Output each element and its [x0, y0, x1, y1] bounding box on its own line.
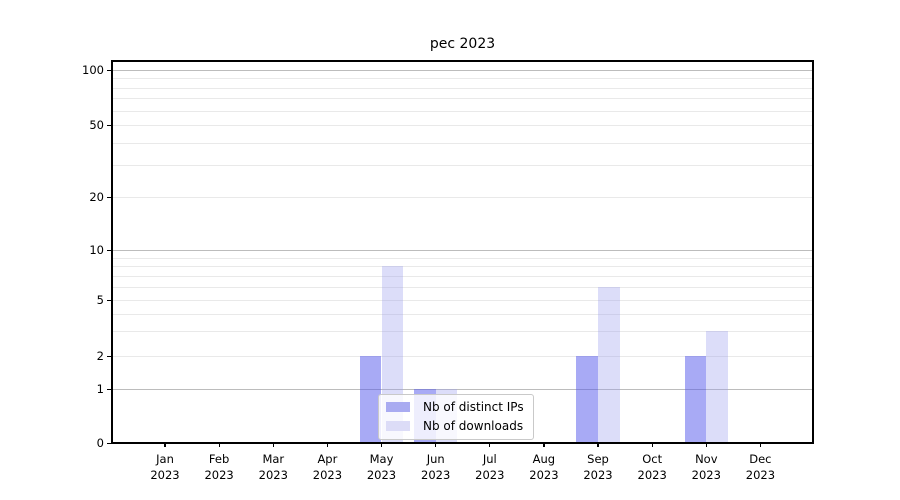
x-tick-label: Jul 2023 — [475, 452, 505, 482]
legend-swatch-downloads — [386, 421, 410, 431]
gridline-minor — [112, 110, 813, 112]
gridline-minor — [112, 125, 813, 126]
bar-downloads-sep — [598, 286, 620, 443]
x-tick-label: Apr 2023 — [312, 452, 343, 482]
gridline-minor — [112, 197, 813, 198]
gridline-minor — [112, 286, 813, 288]
x-tick-mark — [759, 443, 762, 447]
gridline-minor — [112, 165, 813, 167]
gridline-major — [112, 70, 813, 71]
x-tick-mark — [380, 443, 383, 447]
gridline-minor — [112, 87, 813, 89]
y-tick-label: 20 — [89, 190, 104, 204]
gridline-minor — [112, 313, 813, 315]
x-tick-label: Jan 2023 — [150, 452, 180, 482]
y-tick-label: 0 — [96, 436, 104, 450]
y-tick-label: 1 — [96, 382, 104, 396]
bar-distinct-ips-sep — [576, 356, 598, 443]
x-tick-mark — [435, 443, 437, 447]
gridline-major — [112, 250, 813, 251]
gridline-minor — [112, 257, 813, 259]
x-tick-label: Dec 2023 — [745, 452, 776, 482]
y-tick-mark — [107, 299, 111, 301]
x-tick-mark — [651, 443, 653, 447]
bar-downloads-nov — [706, 331, 728, 443]
y-tick-label: 10 — [89, 243, 104, 257]
y-tick-label: 50 — [89, 118, 104, 132]
x-tick-mark — [489, 443, 491, 447]
x-tick-mark — [543, 443, 545, 447]
legend-entry-distinct-ips: Nb of distinct IPs — [386, 399, 524, 415]
axis-spine-right — [812, 60, 814, 443]
y-tick-mark — [107, 69, 111, 71]
x-tick-mark — [705, 443, 707, 447]
gridline-minor — [112, 300, 813, 301]
x-tick-label: Oct 2023 — [637, 452, 667, 482]
y-tick-mark — [107, 355, 111, 357]
x-tick-label: Jun 2023 — [421, 452, 451, 482]
y-tick-label: 2 — [96, 349, 104, 363]
gridline-minor — [112, 78, 813, 80]
y-tick-mark — [107, 249, 111, 251]
legend-swatch-distinct-ips — [386, 402, 410, 412]
x-tick-label: May 2023 — [366, 452, 397, 482]
gridline-minor — [112, 356, 813, 357]
axis-spine-left — [111, 60, 113, 443]
axis-spine-top — [111, 60, 814, 62]
gridline-major — [112, 389, 813, 390]
x-tick-label: Feb 2023 — [204, 452, 234, 482]
bar-distinct-ips-nov — [684, 356, 707, 443]
x-tick-label: Nov 2023 — [691, 452, 721, 482]
legend-label: Nb of distinct IPs — [423, 400, 524, 414]
x-tick-label: Sep 2023 — [583, 452, 613, 482]
axis-spine-bottom — [111, 442, 814, 444]
legend-label: Nb of downloads — [423, 419, 524, 433]
chart-title: pec 2023 — [429, 36, 496, 52]
gridline-minor — [112, 142, 813, 144]
y-tick-label: 5 — [96, 293, 104, 307]
y-tick-label: 100 — [82, 63, 104, 77]
y-tick-mark — [107, 124, 111, 126]
x-tick-label: Aug 2023 — [529, 452, 559, 482]
x-tick-mark — [597, 443, 599, 447]
gridline-minor — [112, 266, 813, 268]
legend: Nb of distinct IPs Nb of downloads — [378, 394, 534, 440]
x-tick-mark — [326, 443, 329, 447]
x-tick-label: Mar 2023 — [258, 452, 288, 482]
legend-entry-downloads: Nb of downloads — [386, 418, 524, 434]
y-tick-mark — [107, 442, 111, 444]
x-tick-mark — [272, 443, 274, 447]
gridline-minor — [112, 98, 813, 100]
gridline-minor — [112, 275, 813, 277]
bar-distinct-ips-may — [359, 356, 382, 443]
x-tick-mark — [218, 443, 220, 447]
y-tick-mark — [107, 388, 111, 390]
x-tick-mark — [164, 443, 166, 447]
gridline-minor — [112, 331, 813, 333]
y-tick-mark — [107, 196, 111, 198]
